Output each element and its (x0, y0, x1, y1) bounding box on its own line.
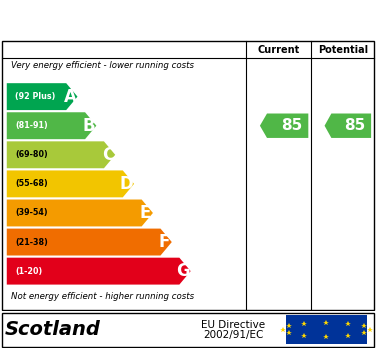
Text: 85: 85 (281, 118, 302, 133)
Text: (69-80): (69-80) (15, 150, 48, 159)
Text: D: D (120, 175, 133, 193)
Polygon shape (7, 258, 191, 285)
Polygon shape (7, 112, 96, 139)
Text: Scotland: Scotland (5, 320, 100, 339)
Text: (81-91): (81-91) (15, 121, 48, 130)
Text: Not energy efficient - higher running costs: Not energy efficient - higher running co… (11, 292, 194, 301)
Polygon shape (324, 113, 371, 138)
Polygon shape (7, 199, 153, 227)
Text: (55-68): (55-68) (15, 179, 48, 188)
Bar (286, 315, 367, 345)
Text: Energy Efficiency Rating: Energy Efficiency Rating (64, 11, 312, 29)
Text: (1-20): (1-20) (15, 267, 42, 276)
Text: A: A (64, 88, 77, 106)
Text: (92 Plus): (92 Plus) (15, 92, 55, 101)
Polygon shape (7, 229, 172, 255)
Text: (21-38): (21-38) (15, 238, 48, 246)
Polygon shape (7, 83, 77, 110)
Text: B: B (83, 117, 96, 135)
Polygon shape (7, 171, 134, 197)
Text: EU Directive: EU Directive (201, 321, 265, 330)
Text: (39-54): (39-54) (15, 208, 48, 218)
Text: 2002/91/EC: 2002/91/EC (203, 330, 263, 340)
Polygon shape (260, 113, 308, 138)
Text: Potential: Potential (318, 45, 368, 55)
Text: F: F (159, 233, 170, 251)
Text: E: E (140, 204, 151, 222)
Text: 85: 85 (344, 118, 365, 133)
Text: G: G (176, 262, 190, 280)
Text: C: C (102, 146, 114, 164)
Text: Very energy efficient - lower running costs: Very energy efficient - lower running co… (11, 61, 194, 70)
Polygon shape (7, 141, 115, 168)
Text: Current: Current (258, 45, 300, 55)
